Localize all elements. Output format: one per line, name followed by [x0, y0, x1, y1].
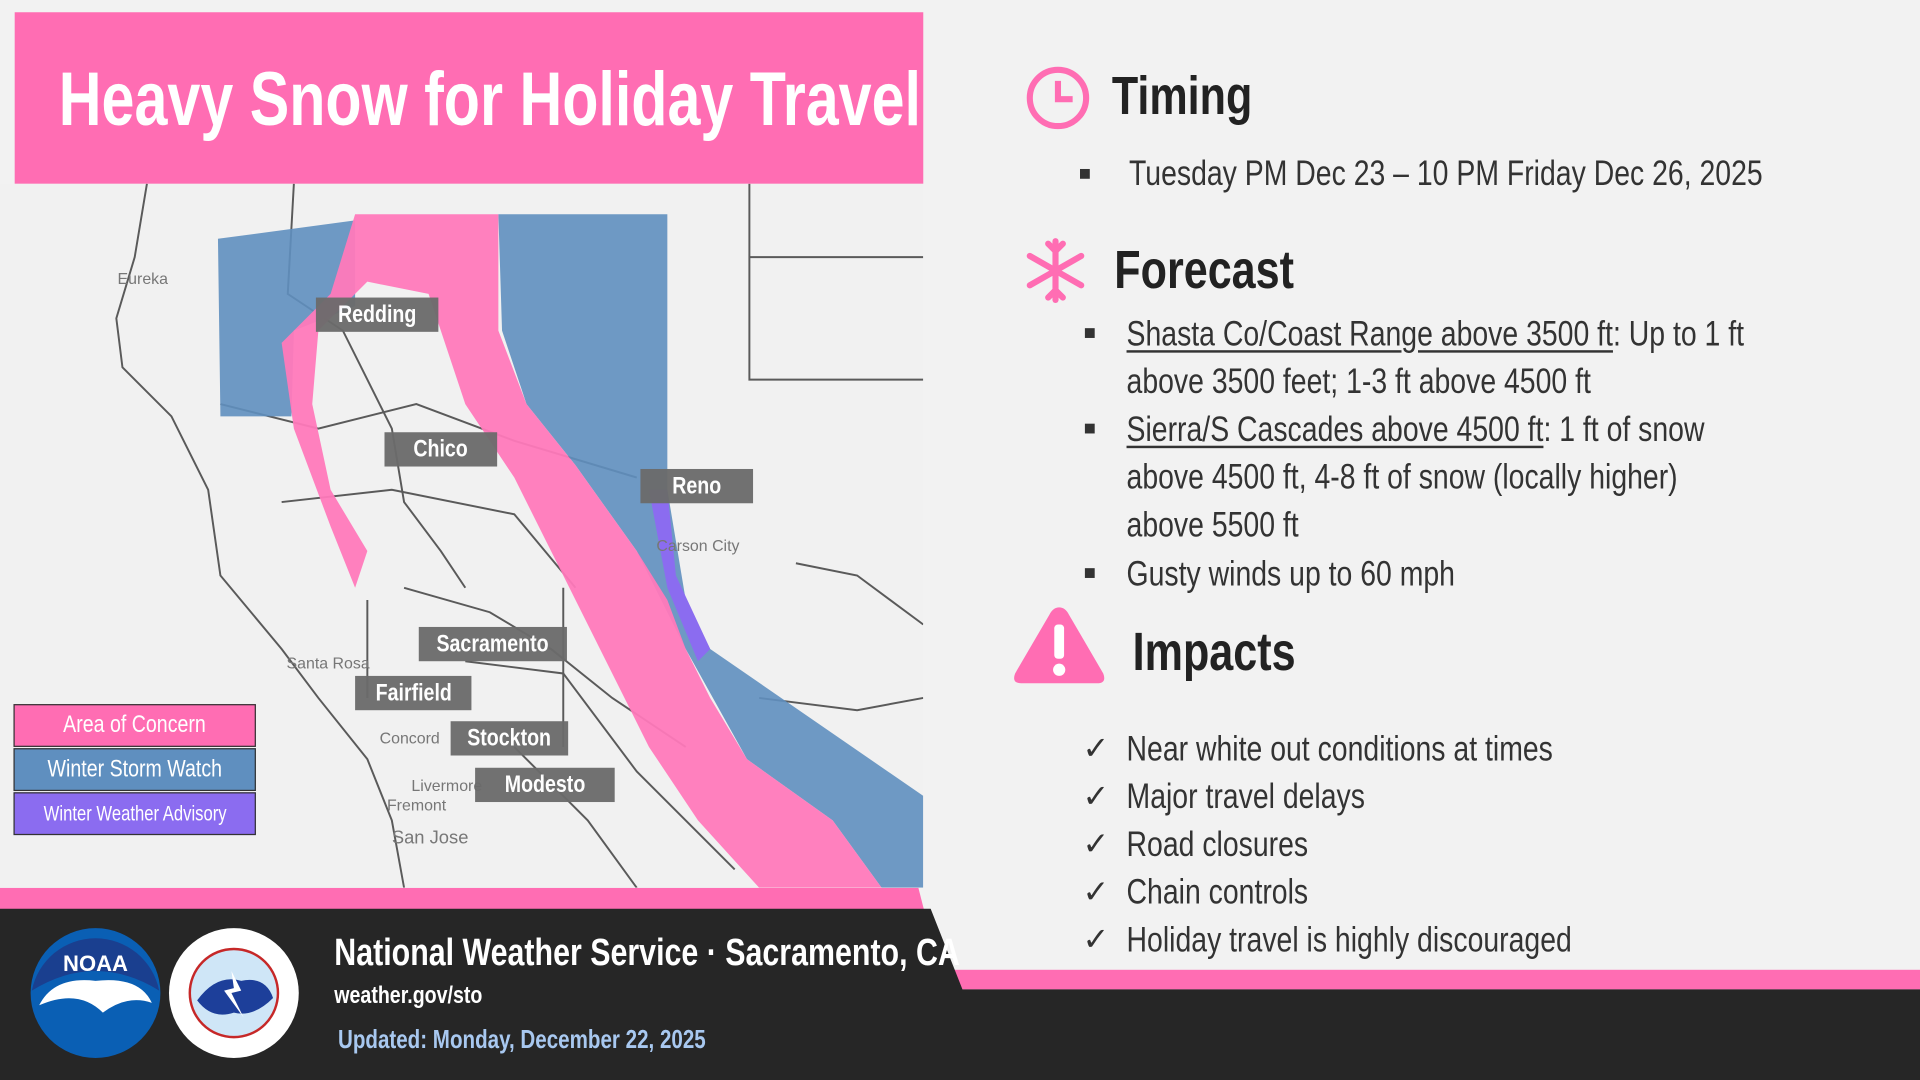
- city-label-redding: Redding: [315, 297, 439, 332]
- title-banner: Heavy Snow for Holiday Travel: [14, 12, 924, 184]
- check-icon: ✓: [1082, 729, 1110, 767]
- footer-org: National Weather Service · Sacramento, C…: [334, 930, 960, 974]
- impacts-heading: Impacts: [1132, 622, 1296, 683]
- city-label-reno: Reno: [640, 468, 754, 504]
- map-legend: Area of Concern Winter Storm Watch Winte…: [13, 704, 256, 836]
- impact-item: Major travel delays: [1126, 777, 1365, 817]
- page-title: Heavy Snow for Holiday Travel: [58, 57, 922, 143]
- timing-item: Tuesday PM Dec 23 – 10 PM Friday Dec 26,…: [1128, 154, 1763, 194]
- map-label: Fremont: [386, 795, 447, 815]
- forecast-item-sierra: Sierra/S Cascades above 4500 ft: 1 ft of…: [1126, 410, 1705, 545]
- impact-item: Chain controls: [1126, 873, 1309, 913]
- city-label-sacramento: Sacramento: [418, 626, 567, 662]
- forecast-item-winds: Gusty winds up to 60 mph: [1126, 554, 1455, 594]
- footer-updated: Updated: Monday, December 22, 2025: [337, 1026, 706, 1055]
- forecast-heading: Forecast: [1114, 240, 1294, 301]
- bullet: [1084, 568, 1095, 578]
- map-label: Concord: [379, 728, 440, 747]
- bullet: [1084, 328, 1095, 338]
- check-icon: ✓: [1082, 825, 1110, 863]
- bullet: [1084, 423, 1095, 434]
- area-of-concern: [281, 214, 882, 888]
- forecast-item-shasta: Shasta Co/Coast Range above 3500 ft: Up …: [1126, 314, 1745, 402]
- snowflake-icon: [1026, 238, 1085, 304]
- timing-heading: Timing: [1111, 66, 1253, 127]
- bullet: [1080, 168, 1090, 179]
- winter-storm-watch-area: [217, 220, 356, 417]
- legend-winter-weather-advisory: Winter Weather Advisory: [13, 792, 256, 836]
- winter-weather-advisory-area: [648, 489, 711, 662]
- footer-accent-right: [952, 969, 1920, 990]
- warning-icon: [1014, 607, 1105, 684]
- svg-text:NOAA: NOAA: [63, 951, 128, 976]
- check-icon: ✓: [1082, 777, 1110, 815]
- legend-area-of-concern: Area of Concern: [13, 704, 256, 747]
- impact-item: Holiday travel is highly discouraged: [1126, 920, 1572, 961]
- map-label: Eureka: [117, 269, 169, 288]
- legend-winter-storm-watch: Winter Storm Watch: [13, 748, 256, 792]
- map-label: Livermore: [411, 776, 483, 795]
- noaa-logo: NOAA: [30, 928, 161, 1058]
- check-icon: ✓: [1082, 920, 1110, 958]
- check-icon: ✓: [1082, 873, 1110, 910]
- impact-item: Near white out conditions at times: [1126, 729, 1553, 769]
- nws-logo: [168, 928, 299, 1058]
- city-label-fairfield: Fairfield: [355, 675, 472, 711]
- footer-url[interactable]: weather.gov/sto: [334, 982, 483, 1009]
- impact-item: Road closures: [1126, 825, 1309, 865]
- map-label: San Jose: [391, 827, 469, 849]
- map-label: Santa Rosa: [286, 653, 370, 673]
- map-label: Carson City: [656, 536, 740, 555]
- city-label-chico: Chico: [384, 432, 498, 467]
- city-label-modesto: Modesto: [475, 767, 615, 803]
- clock-icon: [1026, 66, 1090, 130]
- city-label-stockton: Stockton: [450, 721, 569, 756]
